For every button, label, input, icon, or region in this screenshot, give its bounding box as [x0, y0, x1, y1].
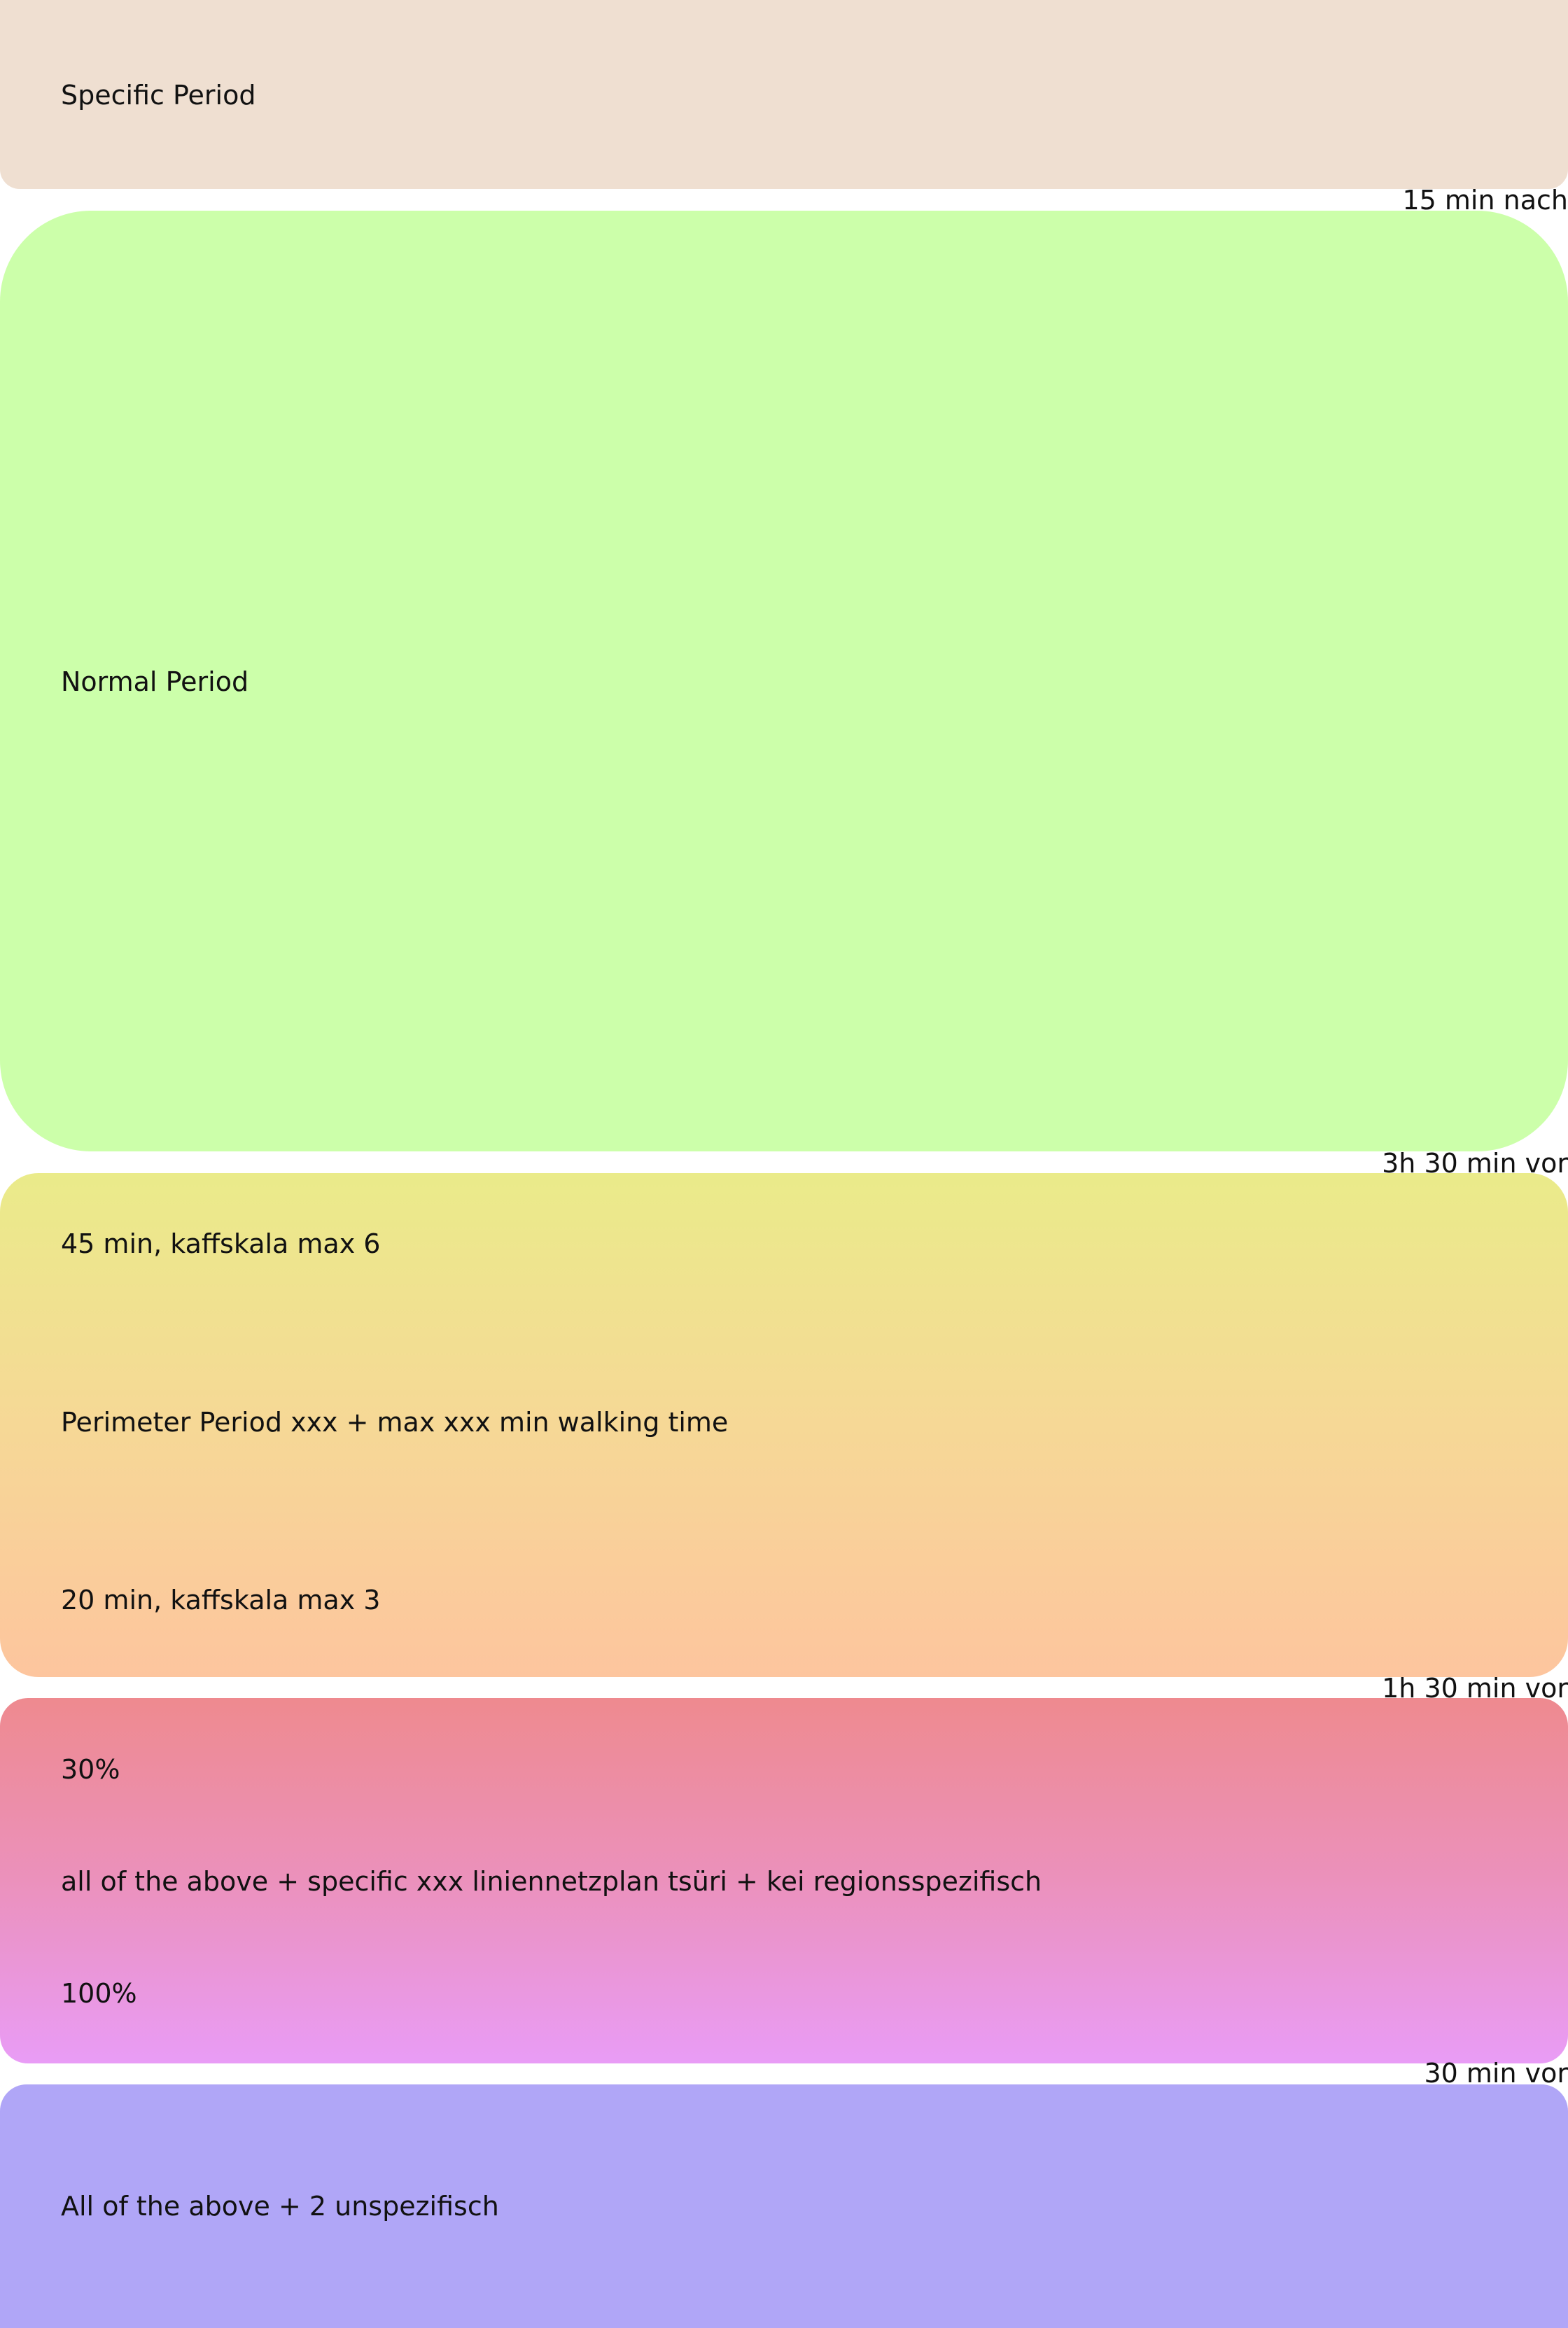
time-marker-15-min-nach: 15 min nach [1402, 185, 1568, 216]
perimeter-period-block: 45 min, kaffskala max 6 Perimeter Period… [0, 1173, 1568, 1677]
above-specific-label: all of the above + specific xxx linienne… [61, 1866, 1042, 1897]
perimeter-top-note: 45 min, kaffskala max 6 [61, 1228, 381, 1259]
unspecific-block: All of the above + 2 unspezifisch [0, 2084, 1568, 2328]
specific-period-label: Specific Period [61, 80, 256, 111]
specific-period-block: Specific Period [0, 0, 1568, 189]
normal-period-block: Normal Period [0, 211, 1568, 1151]
above-specific-bottom-note: 100% [61, 1978, 137, 2009]
unspecific-label: All of the above + 2 unspezifisch [61, 2191, 499, 2222]
time-marker-1h-30-min-vor: 1h 30 min vor [1382, 1673, 1568, 1704]
perimeter-bottom-note: 20 min, kaffskala max 3 [61, 1585, 381, 1615]
perimeter-period-label: Perimeter Period xxx + max xxx min walki… [61, 1407, 729, 1438]
above-specific-block: 30% all of the above + specific xxx lini… [0, 1698, 1568, 2063]
time-marker-30-min-vor: 30 min vor [1424, 2058, 1568, 2089]
time-marker-3h-30-min-vor: 3h 30 min vor [1382, 1148, 1568, 1179]
normal-period-label: Normal Period [61, 666, 249, 697]
above-specific-top-note: 30% [61, 1754, 120, 1785]
